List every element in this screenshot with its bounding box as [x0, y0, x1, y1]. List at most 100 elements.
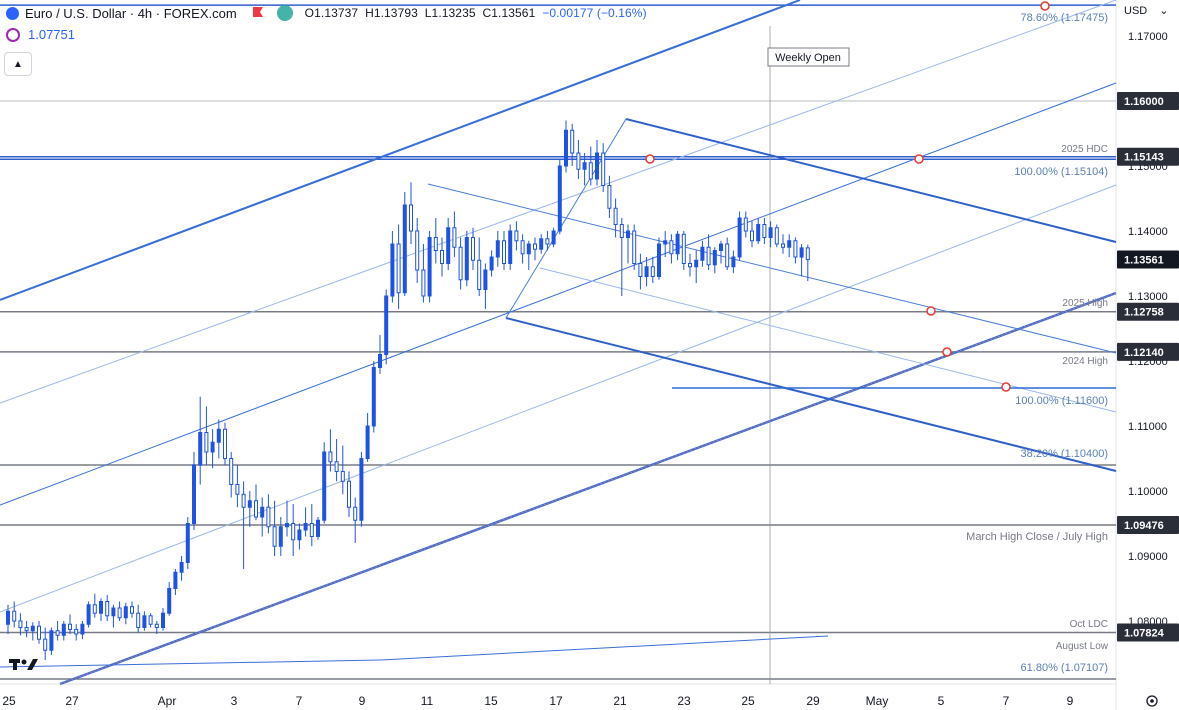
candle-body — [427, 237, 432, 297]
ohlc-change: −0.00177 (−0.16%) — [542, 6, 647, 20]
candle-body — [322, 451, 327, 521]
x-tick-label: 25 — [741, 694, 755, 708]
symbol-title[interactable]: Euro / U.S. Dollar · 4h · FOREX.com — [25, 5, 237, 21]
descending-upper-line — [625, 118, 1117, 243]
marker-fib-100 — [1001, 382, 1011, 392]
candle-body — [55, 630, 60, 636]
candle-body — [737, 217, 742, 258]
label-oct-ldc: Oct LDC — [1070, 619, 1108, 630]
candle-body — [210, 441, 215, 453]
candle-body — [440, 250, 444, 264]
candle-body — [384, 295, 389, 355]
candle-body — [6, 610, 10, 625]
label-august-low: August Low — [1056, 641, 1109, 652]
candle-body — [632, 230, 637, 264]
marker-78-6 — [1040, 1, 1050, 11]
x-tick-label: 3 — [231, 694, 238, 708]
candle-body — [719, 243, 723, 251]
candle-body — [452, 227, 457, 248]
weekly-open-label-box — [767, 47, 850, 67]
label-march-high-close: March High Close / July High — [966, 531, 1108, 543]
intersection-markers — [645, 1, 1050, 392]
price-label: 1.12140 — [1124, 347, 1164, 359]
ohlc-high: H1.13793 — [365, 6, 418, 20]
x-tick-label: 23 — [677, 694, 691, 708]
candle-body — [247, 500, 252, 508]
indicator-icon[interactable] — [6, 27, 20, 42]
candle-body — [433, 237, 438, 251]
price-label: 1.09476 — [1124, 520, 1164, 532]
label-fib-38-2: 38.20% (1.10400) — [1021, 448, 1108, 460]
collapse-legend-button[interactable]: ▲ — [4, 52, 32, 76]
candle-body — [595, 152, 599, 180]
candle-body — [278, 526, 283, 547]
flag-icon[interactable] — [251, 6, 265, 20]
candle-body — [291, 523, 296, 541]
candle-body — [725, 243, 730, 268]
candle-body — [254, 500, 258, 518]
candle-body — [626, 230, 630, 238]
y-tick-label: 1.09000 — [1128, 551, 1168, 563]
candle-body — [768, 227, 773, 238]
candle-body — [378, 354, 382, 368]
x-tick-label: 29 — [806, 694, 820, 708]
y-tick-label: 1.11000 — [1128, 421, 1167, 433]
candle-body — [471, 237, 475, 261]
candle-body — [489, 256, 494, 271]
price-label-box — [1117, 623, 1179, 642]
candle-body — [520, 240, 525, 255]
candle-body — [570, 129, 575, 154]
price-label-box — [1117, 250, 1179, 269]
candle-body — [644, 266, 649, 277]
middle-channel-line — [0, 82, 1117, 506]
candle-body — [638, 263, 643, 277]
price-label: 1.07824 — [1124, 627, 1165, 639]
chart-header: Euro / U.S. Dollar · 4h · FOREX.com O1.1… — [0, 0, 647, 26]
candle-body — [303, 523, 308, 531]
candle-body — [74, 628, 79, 635]
label-fib-78-6: 78.60% (1.17475) — [1021, 12, 1108, 24]
candle-body — [154, 623, 159, 628]
descending-mid-line — [427, 183, 1117, 354]
marker-hdc — [914, 154, 924, 164]
ohlc-close: C1.13561 — [482, 6, 536, 20]
candle-body — [61, 623, 66, 636]
time-axis-ticks: 25 27 Apr 3 7 9 11 15 17 21 23 25 29 May 5 7 9 — [2, 694, 1073, 708]
candle-body — [588, 162, 593, 180]
candle-body — [669, 240, 674, 255]
horizontal-levels — [0, 4, 1116, 680]
x-tick-label: 9 — [1067, 694, 1074, 708]
price-axis-labels: 1.16000 1.15143 1.13561 1.12758 1.12140 1.094… — [1117, 92, 1179, 642]
market-status-icon[interactable] — [276, 5, 293, 21]
indicator-row: 1.07751 — [0, 27, 75, 42]
bottom-slope-line — [0, 659, 381, 668]
candle-body — [781, 243, 785, 248]
candle-body — [712, 250, 717, 266]
candle-body — [241, 493, 246, 508]
candle-body — [564, 129, 568, 167]
candle-body — [216, 428, 221, 443]
candle-body — [130, 606, 134, 614]
marker-hdc-left — [645, 154, 655, 164]
candle-body — [148, 615, 153, 625]
candle-body — [731, 256, 736, 268]
candle-body — [353, 506, 358, 521]
candle-body — [185, 523, 190, 563]
y-tick-label: 1.17000 — [1128, 31, 1168, 43]
candle-body — [458, 246, 463, 281]
candle-body — [136, 612, 141, 629]
candles — [6, 120, 810, 660]
candle-body — [805, 247, 810, 261]
candle-body — [24, 627, 29, 632]
price-label-box — [1117, 147, 1179, 166]
currency-selector[interactable]: USD ⌄ — [1124, 4, 1168, 18]
candle-body — [365, 425, 370, 459]
level-labels: 78.60% (1.17475) 2025 HDC 100.00% (1.151… — [966, 12, 1109, 674]
candle-body — [266, 506, 271, 528]
candle-body — [359, 458, 364, 521]
candle-body — [198, 432, 203, 466]
settings-gear-icon[interactable] — [1146, 695, 1158, 707]
x-tick-label: May — [866, 694, 889, 708]
